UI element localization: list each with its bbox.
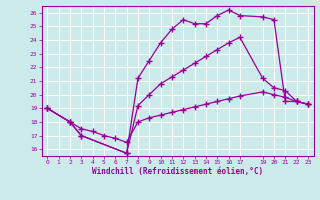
X-axis label: Windchill (Refroidissement éolien,°C): Windchill (Refroidissement éolien,°C)	[92, 167, 263, 176]
